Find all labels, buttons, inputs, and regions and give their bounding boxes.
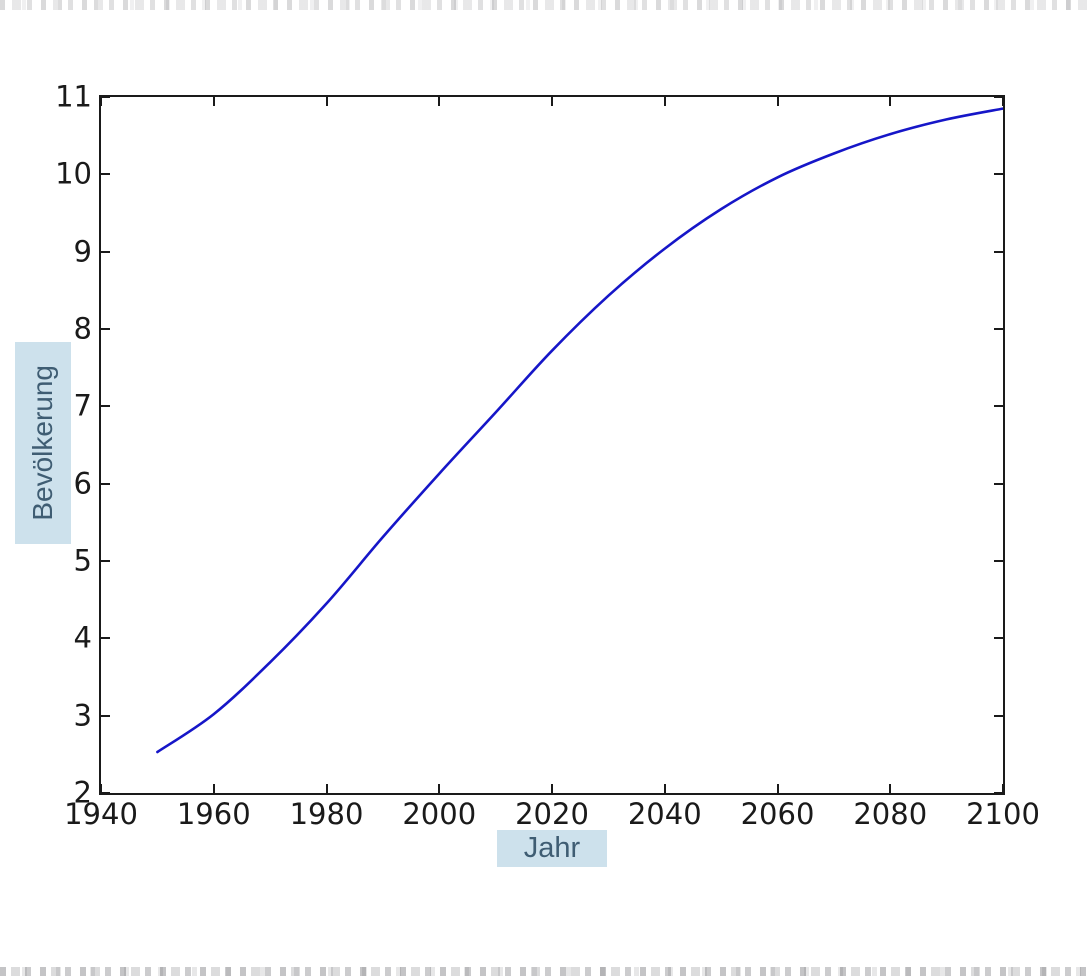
x-tick-label: 1940 — [64, 797, 138, 831]
y-tick-label: 2 — [73, 775, 92, 810]
x-tick-labels: 1940 1960 1980 2000 2020 2040 2060 2080 2100 — [64, 797, 1040, 833]
y-axis-label-text: Bevölkerung — [27, 365, 58, 521]
x-tick — [889, 784, 892, 793]
x-tick — [325, 784, 328, 793]
x-tick — [100, 784, 102, 793]
y-tick-label: 3 — [73, 697, 92, 732]
y-tick — [994, 482, 1003, 485]
y-tick — [994, 560, 1003, 562]
y-tick — [994, 714, 1003, 717]
y-tick — [101, 173, 110, 176]
y-tick — [994, 637, 1003, 640]
x-tick — [776, 784, 779, 793]
y-tick — [101, 405, 110, 408]
x-tick-label: 2040 — [627, 797, 702, 831]
x-tick — [663, 784, 666, 793]
clipped-text-top — [0, 0, 1088, 10]
y-tick — [994, 173, 1003, 176]
y-tick — [994, 250, 1003, 253]
y-tick-label: 10 — [55, 156, 92, 191]
y-tick — [101, 328, 110, 330]
y-tick — [101, 637, 110, 640]
y-tick — [101, 560, 110, 562]
y-tick — [994, 96, 1003, 98]
x-tick — [551, 784, 553, 793]
population-curve — [156, 107, 1003, 754]
y-tick-labels: 2 3 4 5 6 7 8 9 10 11 — [0, 79, 92, 809]
x-axis-label-text: Jahr — [523, 832, 581, 864]
y-tick — [101, 250, 110, 253]
y-tick — [101, 482, 110, 485]
x-tick — [551, 97, 553, 106]
y-tick — [101, 96, 110, 98]
y-tick — [994, 792, 1003, 794]
x-axis-label: Jahr — [497, 830, 607, 867]
y-tick-label: 7 — [73, 388, 92, 423]
x-tick — [212, 784, 215, 793]
x-tick — [776, 97, 779, 106]
x-tick-label: 2080 — [853, 797, 928, 831]
y-tick — [101, 792, 110, 794]
y-tick — [994, 328, 1003, 330]
x-tick — [325, 97, 328, 106]
y-tick-label: 9 — [73, 233, 92, 268]
x-tick — [438, 784, 441, 793]
x-tick-label: 1980 — [289, 797, 364, 831]
x-tick — [889, 97, 892, 106]
y-tick-label: 6 — [73, 465, 92, 500]
y-tick-label: 5 — [73, 543, 92, 578]
x-tick — [1002, 784, 1004, 793]
x-tick-label: 2020 — [515, 797, 589, 831]
clipped-text-bottom — [0, 967, 1088, 976]
x-tick-label: 2100 — [966, 797, 1040, 831]
curve-path — [156, 107, 1003, 754]
y-tick-label: 4 — [73, 620, 92, 655]
x-tick-label: 2060 — [740, 797, 815, 831]
y-tick — [994, 405, 1003, 408]
x-tick-label: 1960 — [176, 797, 251, 831]
x-tick — [212, 97, 215, 106]
x-tick — [663, 97, 666, 106]
x-tick — [438, 97, 441, 106]
plot-area — [99, 95, 1005, 795]
x-tick — [100, 97, 102, 106]
y-tick — [101, 714, 110, 717]
y-tick-label: 11 — [55, 79, 92, 114]
y-tick-label: 8 — [73, 311, 92, 346]
y-axis-label: Bevölkerung — [15, 342, 71, 544]
x-tick — [1002, 97, 1004, 106]
x-tick-label: 2000 — [402, 797, 477, 831]
